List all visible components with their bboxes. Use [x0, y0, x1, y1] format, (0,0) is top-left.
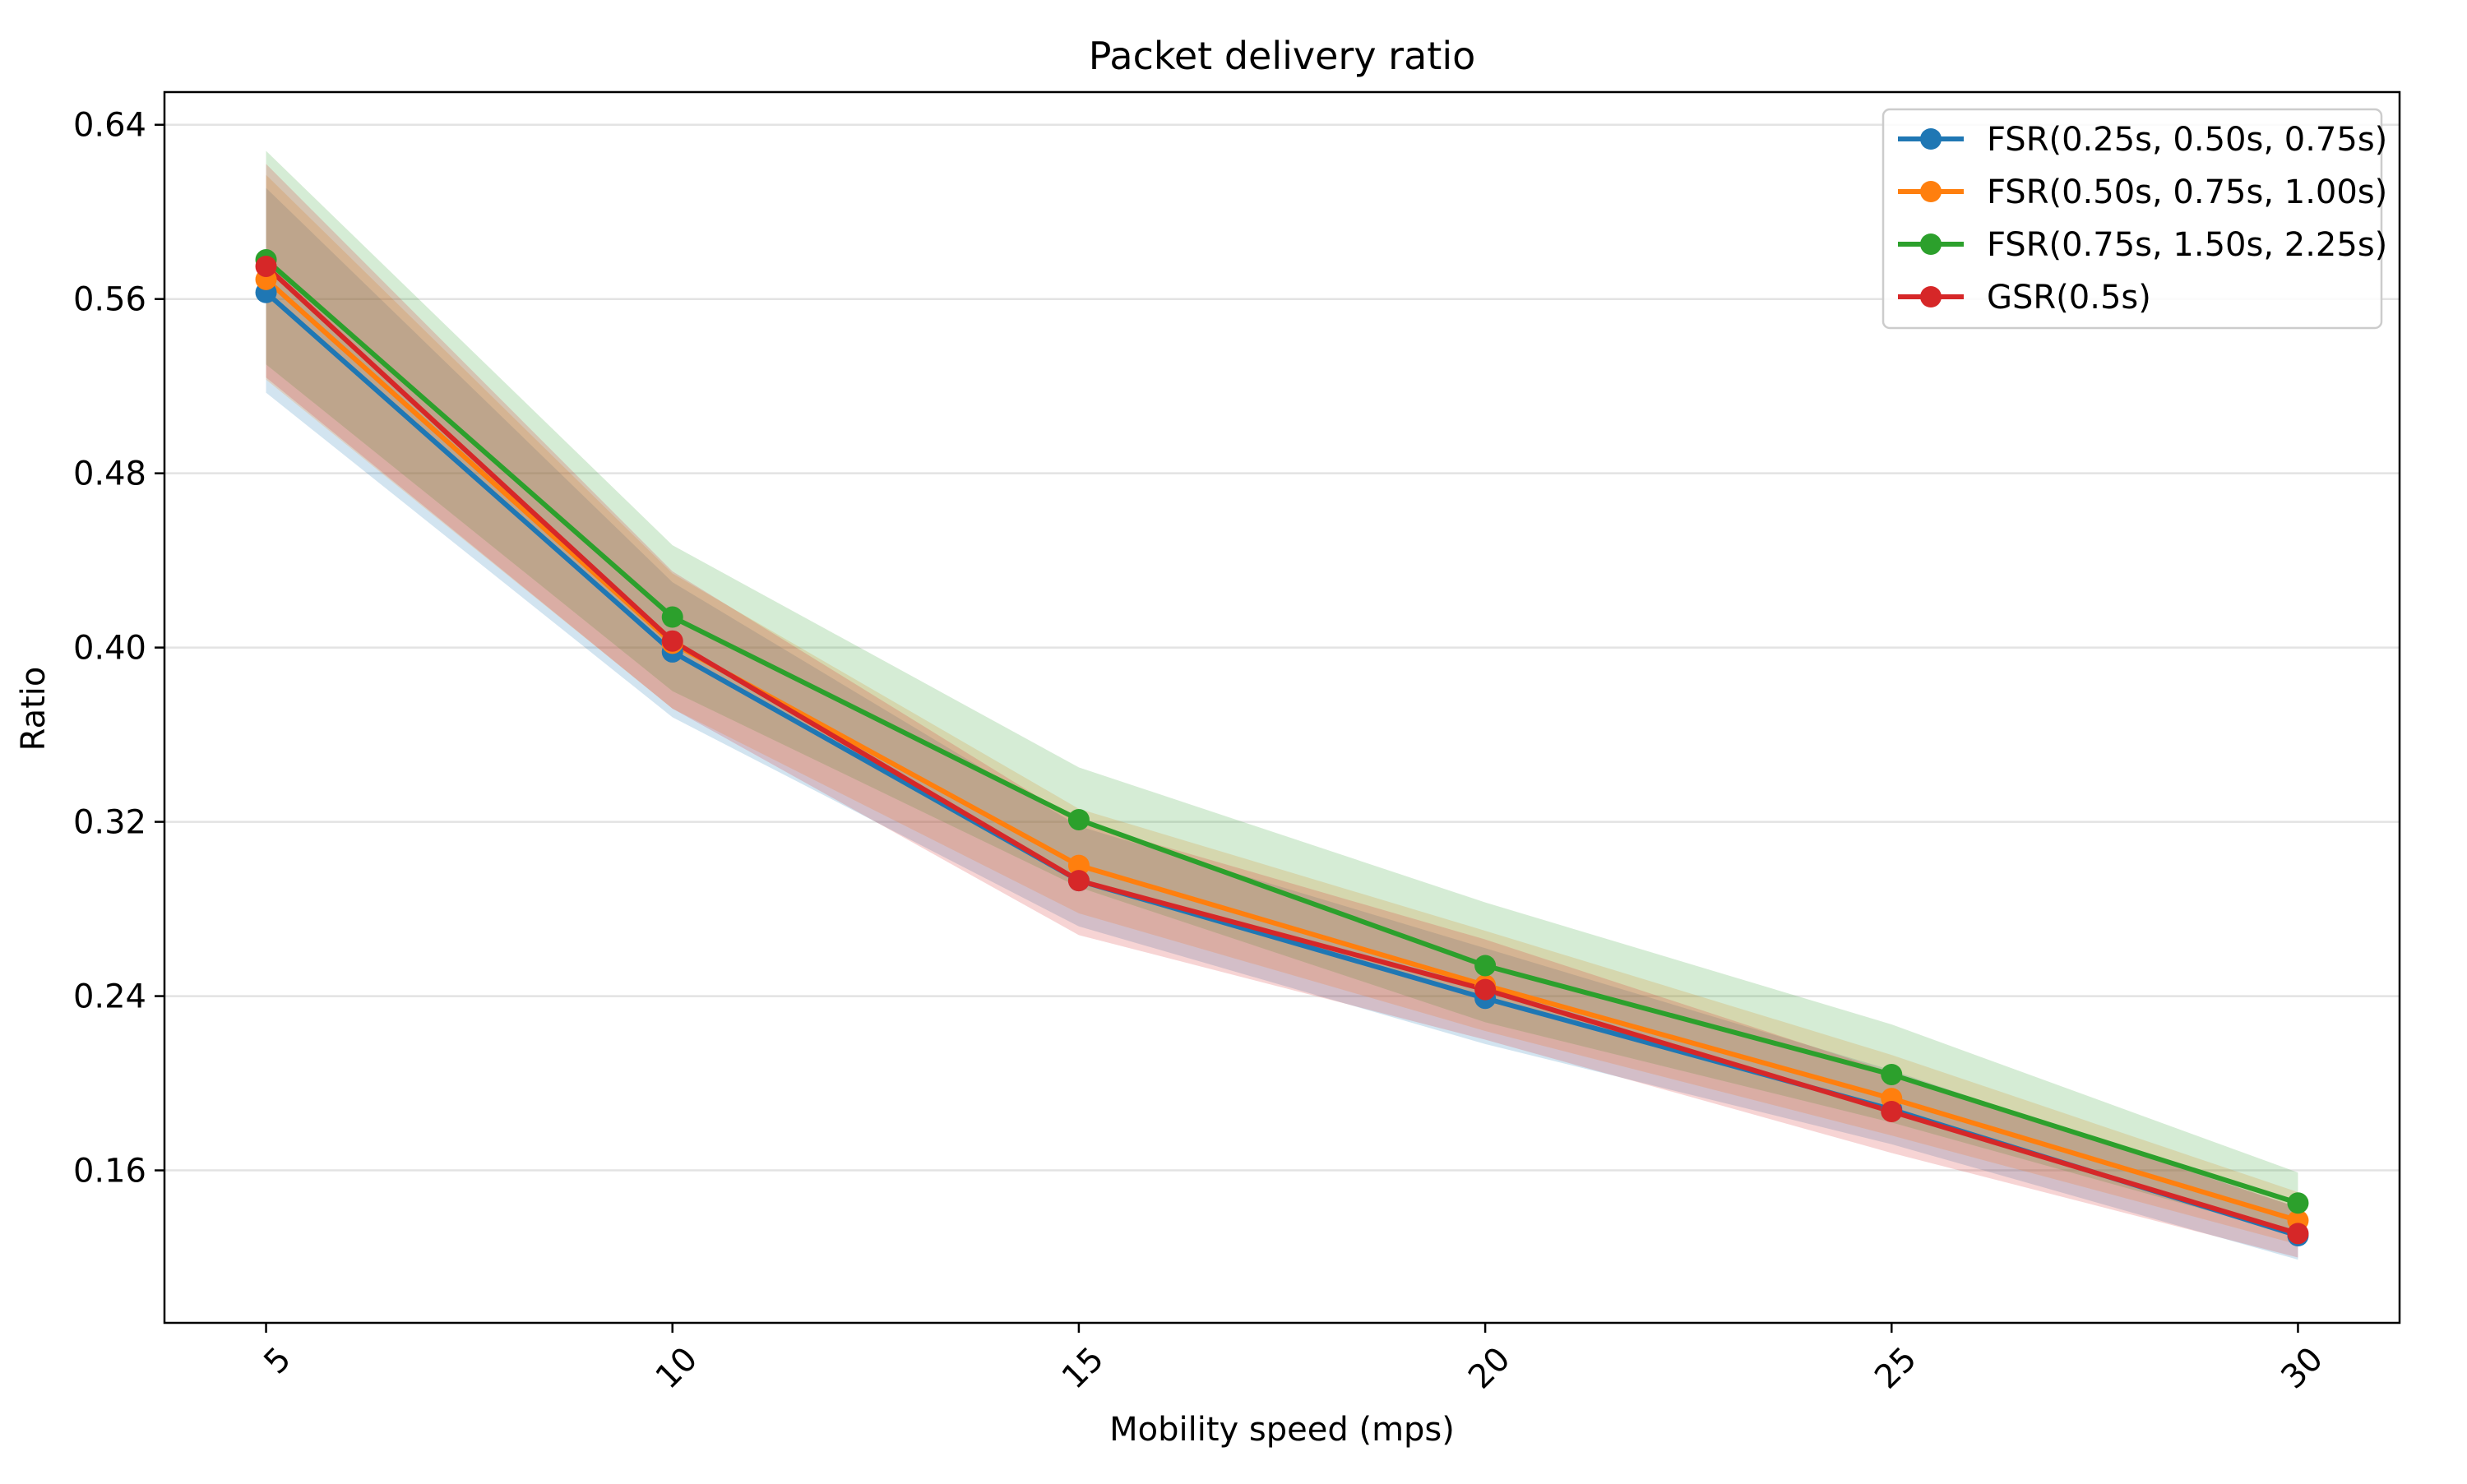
x-axis-title: Mobility speed (mps) — [1109, 1411, 1455, 1449]
data-point — [661, 630, 683, 652]
legend-marker-swatch — [1920, 286, 1942, 307]
y-tick-label: 0.64 — [73, 107, 146, 145]
y-tick-label: 0.32 — [73, 804, 146, 842]
y-axis-title: Ratio — [15, 667, 53, 751]
data-point — [255, 255, 277, 277]
confidence-band — [266, 187, 2298, 1260]
legend-label: GSR(0.5s) — [1987, 279, 2151, 317]
y-tick-label: 0.40 — [73, 630, 146, 668]
data-point — [1881, 1063, 1903, 1085]
series-line — [264, 257, 2299, 1206]
confidence-band — [266, 150, 2298, 1237]
y-tick-label: 0.56 — [73, 281, 146, 319]
y-axis-ticks: 0.16 0.24 0.32 0.40 0.48 0.56 0.64 — [73, 107, 164, 1190]
series-lines — [264, 257, 2299, 1238]
legend-marker-swatch — [1920, 181, 1942, 202]
data-point — [1881, 1100, 1903, 1122]
data-point — [1474, 955, 1497, 977]
data-point — [2287, 1223, 2309, 1245]
legend: FSR(0.25s, 0.50s, 0.75s) FSR(0.50s, 0.75s… — [1881, 108, 2387, 330]
confidence-band — [266, 164, 2298, 1258]
y-tick-label: 0.16 — [73, 1153, 146, 1190]
data-point — [1474, 978, 1497, 1001]
data-point — [1067, 808, 1090, 830]
legend-marker-swatch — [1920, 128, 1942, 150]
series-markers — [255, 249, 2309, 1247]
data-point — [1067, 854, 1090, 876]
legend-label: FSR(0.75s, 1.50s, 2.25s) — [1987, 226, 2387, 264]
legend-marker-swatch — [1920, 233, 1942, 255]
plot-frame — [163, 90, 2401, 1325]
legend-box — [1881, 108, 2383, 330]
y-tick-label: 0.24 — [73, 978, 146, 1016]
series-line — [264, 277, 2299, 1223]
data-point — [661, 606, 683, 628]
chart-title: Packet delivery ratio — [1089, 34, 1476, 78]
y-tick-label: 0.48 — [73, 455, 146, 493]
legend-label: FSR(0.50s, 0.75s, 1.00s) — [1987, 173, 2387, 211]
data-point — [1067, 870, 1090, 892]
legend-label: FSR(0.25s, 0.50s, 0.75s) — [1987, 121, 2387, 159]
series-line — [264, 264, 2299, 1237]
data-point — [2287, 1192, 2309, 1214]
